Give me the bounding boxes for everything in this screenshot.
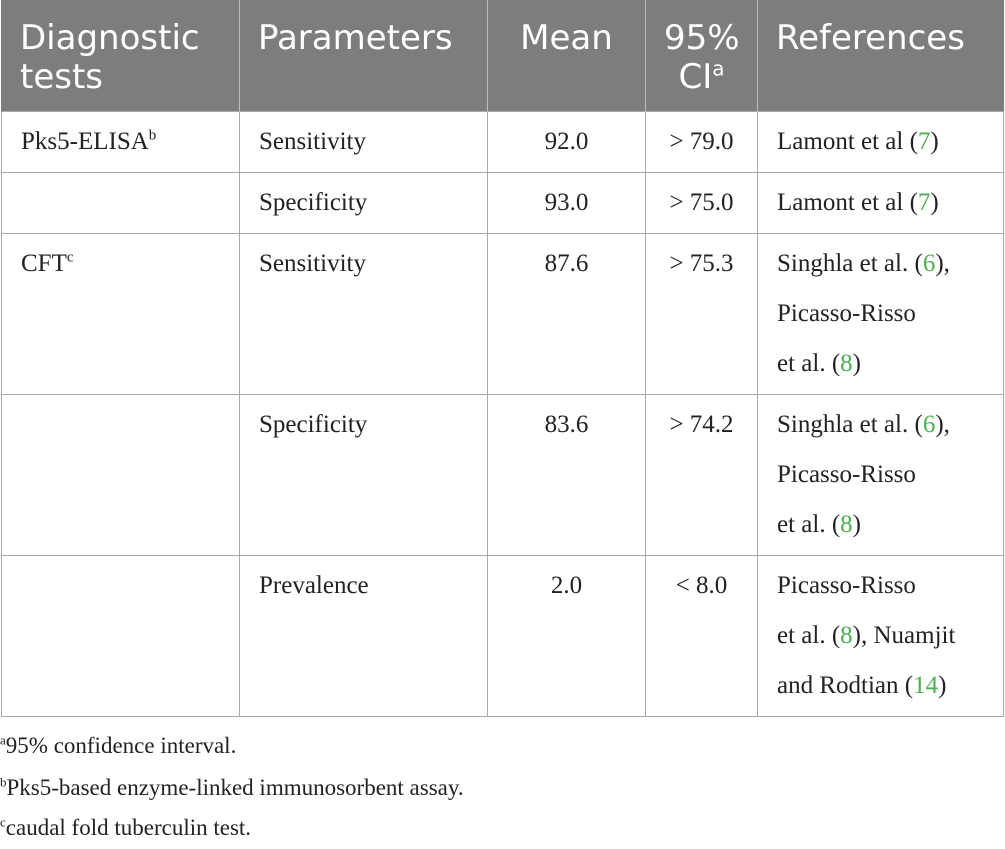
- cell-ci: > 75.0: [645, 172, 758, 234]
- footnote-marker: a: [0, 732, 6, 748]
- header-references: References: [757, 0, 1004, 112]
- citation-link[interactable]: 7: [917, 128, 931, 155]
- reference-text: ): [938, 672, 947, 699]
- table-body: Pks5-ELISAb Sensitivity 92.0 > 79.0 Lamont e…: [1, 111, 1004, 717]
- cell-diagnostic-test: [1, 555, 240, 717]
- reference-text: Singhla et al. (: [777, 250, 923, 277]
- citation-link[interactable]: 8: [840, 350, 853, 377]
- citation-link[interactable]: 6: [922, 250, 936, 277]
- reference-text: ): [852, 350, 861, 377]
- cell-ci: < 8.0: [645, 555, 758, 717]
- reference-text: ): [930, 128, 939, 155]
- table-row: Pks5-ELISAb Sensitivity 92.0 > 79.0 Lamont e…: [1, 111, 1004, 173]
- reference-text: ): [852, 511, 861, 538]
- reference-text: Lamont et al (: [777, 189, 918, 216]
- cell-references: Picasso-Risso et al. (8), Nuamjit and Rodt…: [757, 555, 1004, 717]
- header-parameters: Parameters: [239, 0, 488, 112]
- reference-text: and Rodtian (: [777, 672, 914, 699]
- footnote-text: 95% confidence interval.: [5, 733, 237, 758]
- citation-link[interactable]: 14: [913, 672, 939, 699]
- table-row: Prevalence 2.0 < 8.0 Picasso-Risso et al. (8…: [1, 555, 1004, 717]
- header-mean: Mean: [487, 0, 646, 112]
- citation-link[interactable]: 6: [922, 411, 936, 438]
- header-diagnostic-tests: Diagnostic tests: [1, 0, 240, 112]
- footnote: bPks5-based enzyme-linked immunosorbent …: [0, 775, 464, 801]
- reference-text: ),: [935, 411, 950, 438]
- cell-references: Singhla et al. (6), Picasso-Risso et al. (…: [757, 394, 1004, 556]
- reference-text: et al. (: [777, 350, 841, 377]
- cell-parameter: Specificity: [239, 172, 488, 234]
- footnote-marker: c: [0, 814, 6, 830]
- reference-text: ),: [935, 250, 950, 277]
- reference-text: ): [930, 189, 939, 216]
- cell-parameter: Prevalence: [239, 555, 488, 717]
- cell-references: Lamont et al (7): [757, 111, 1004, 173]
- citation-link[interactable]: 8: [840, 511, 853, 538]
- header-row: Diagnostic tests Parameters Mean 95% CIa…: [1, 0, 1004, 112]
- table-row: Specificity 93.0 > 75.0 Lamont et al (7): [1, 172, 1004, 234]
- reference-text: Picasso-Risso: [777, 461, 916, 488]
- cell-diagnostic-test: [1, 172, 240, 234]
- cell-mean: 93.0: [487, 172, 646, 234]
- header-ci-text: 95% CI: [664, 18, 740, 97]
- cell-references: Lamont et al (7): [757, 172, 1004, 234]
- cell-ci: > 75.3: [645, 233, 758, 395]
- cell-diagnostic-test: Pks5-ELISAb: [1, 111, 240, 173]
- cell-parameter: Sensitivity: [239, 111, 488, 173]
- cell-mean: 87.6: [487, 233, 646, 395]
- header-ci-marker: a: [712, 56, 725, 81]
- reference-text: Singhla et al. (: [777, 411, 923, 438]
- cell-ci: > 79.0: [645, 111, 758, 173]
- header-ci: 95% CIa: [645, 0, 758, 112]
- table-row: CFTc Sensitivity 87.6 > 75.3 Singhla et al. …: [1, 233, 1004, 395]
- reference-text: Lamont et al (: [777, 128, 918, 155]
- test-name: CFT: [21, 250, 67, 277]
- citation-link[interactable]: 8: [840, 622, 853, 649]
- cell-mean: 2.0: [487, 555, 646, 717]
- reference-text: Picasso-Risso: [777, 572, 916, 599]
- reference-text: et al. (: [777, 511, 841, 538]
- cell-ci: > 74.2: [645, 394, 758, 556]
- cell-references: Singhla et al. (6), Picasso-Risso et al. (…: [757, 233, 1004, 395]
- cell-diagnostic-test: [1, 394, 240, 556]
- reference-text: et al. (: [777, 622, 841, 649]
- test-name: Pks5-ELISA: [21, 128, 149, 155]
- footnote: a95% confidence interval.: [0, 733, 236, 759]
- footnote-text: Pks5-based enzyme-linked immunosorbent a…: [6, 775, 464, 800]
- footnote-marker: b: [0, 774, 7, 790]
- reference-text: Picasso-Risso: [777, 300, 916, 327]
- cell-mean: 92.0: [487, 111, 646, 173]
- cell-diagnostic-test: CFTc: [1, 233, 240, 395]
- footnote-text: caudal fold tuberculin test.: [5, 815, 252, 840]
- cell-mean: 83.6: [487, 394, 646, 556]
- data-table: Diagnostic tests Parameters Mean 95% CIa…: [1, 0, 1004, 717]
- reference-text: ), Nuamjit: [852, 622, 956, 649]
- cell-parameter: Sensitivity: [239, 233, 488, 395]
- table-row: Specificity 83.6 > 74.2 Singhla et al. (6),…: [1, 394, 1004, 556]
- test-footnote-marker: c: [66, 249, 74, 266]
- footnote: ccaudal fold tuberculin test.: [0, 815, 251, 841]
- citation-link[interactable]: 7: [917, 189, 931, 216]
- cell-parameter: Specificity: [239, 394, 488, 556]
- test-footnote-marker: b: [148, 127, 157, 144]
